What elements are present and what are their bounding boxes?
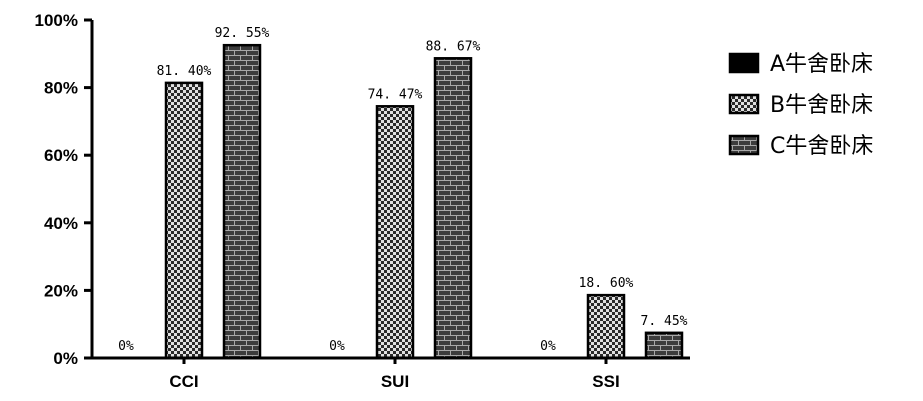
bar (586, 293, 626, 360)
data-label: 0% (329, 339, 345, 354)
y-tick-label: 60% (44, 146, 78, 165)
bar (433, 57, 473, 360)
y-tick-label: 80% (44, 79, 78, 98)
legend-swatch (728, 52, 760, 74)
plot-area: 0% 81. 40% 92. 55% 0% 74. 47% 88. 67% 0% 18. 60… (118, 26, 688, 360)
y-tick-label: 0% (53, 349, 78, 368)
y-tick-label: 40% (44, 214, 78, 233)
y-tick-label: 20% (44, 281, 78, 300)
data-label: 92. 55% (215, 26, 270, 41)
data-label: 74. 47% (368, 87, 423, 102)
bar (644, 331, 684, 360)
bar (222, 43, 262, 360)
legend-label: C牛舍卧床 (770, 134, 873, 159)
bar (375, 105, 415, 360)
legend: A牛舍卧床 B牛舍卧床 C牛舍卧床 (728, 52, 873, 159)
data-label: 0% (540, 339, 556, 354)
y-axis: 0% 20% 40% 60% 80% 100% (35, 11, 94, 368)
data-label: 88. 67% (426, 39, 481, 54)
x-tick-label: SSI (592, 372, 619, 391)
x-tick-label: SUI (381, 372, 409, 391)
data-label: 0% (118, 339, 134, 354)
bar (164, 81, 204, 360)
legend-swatch (728, 134, 760, 156)
y-tick-label: 100% (35, 11, 78, 30)
data-label: 18. 60% (579, 276, 634, 291)
x-axis: CCI SUI SSI (90, 356, 690, 391)
x-tick-label: CCI (169, 372, 198, 391)
legend-label: A牛舍卧床 (770, 52, 873, 77)
data-label: 81. 40% (157, 64, 212, 79)
legend-swatch (728, 93, 760, 115)
legend-label: B牛舍卧床 (770, 93, 873, 118)
data-label: 7. 45% (641, 314, 688, 329)
